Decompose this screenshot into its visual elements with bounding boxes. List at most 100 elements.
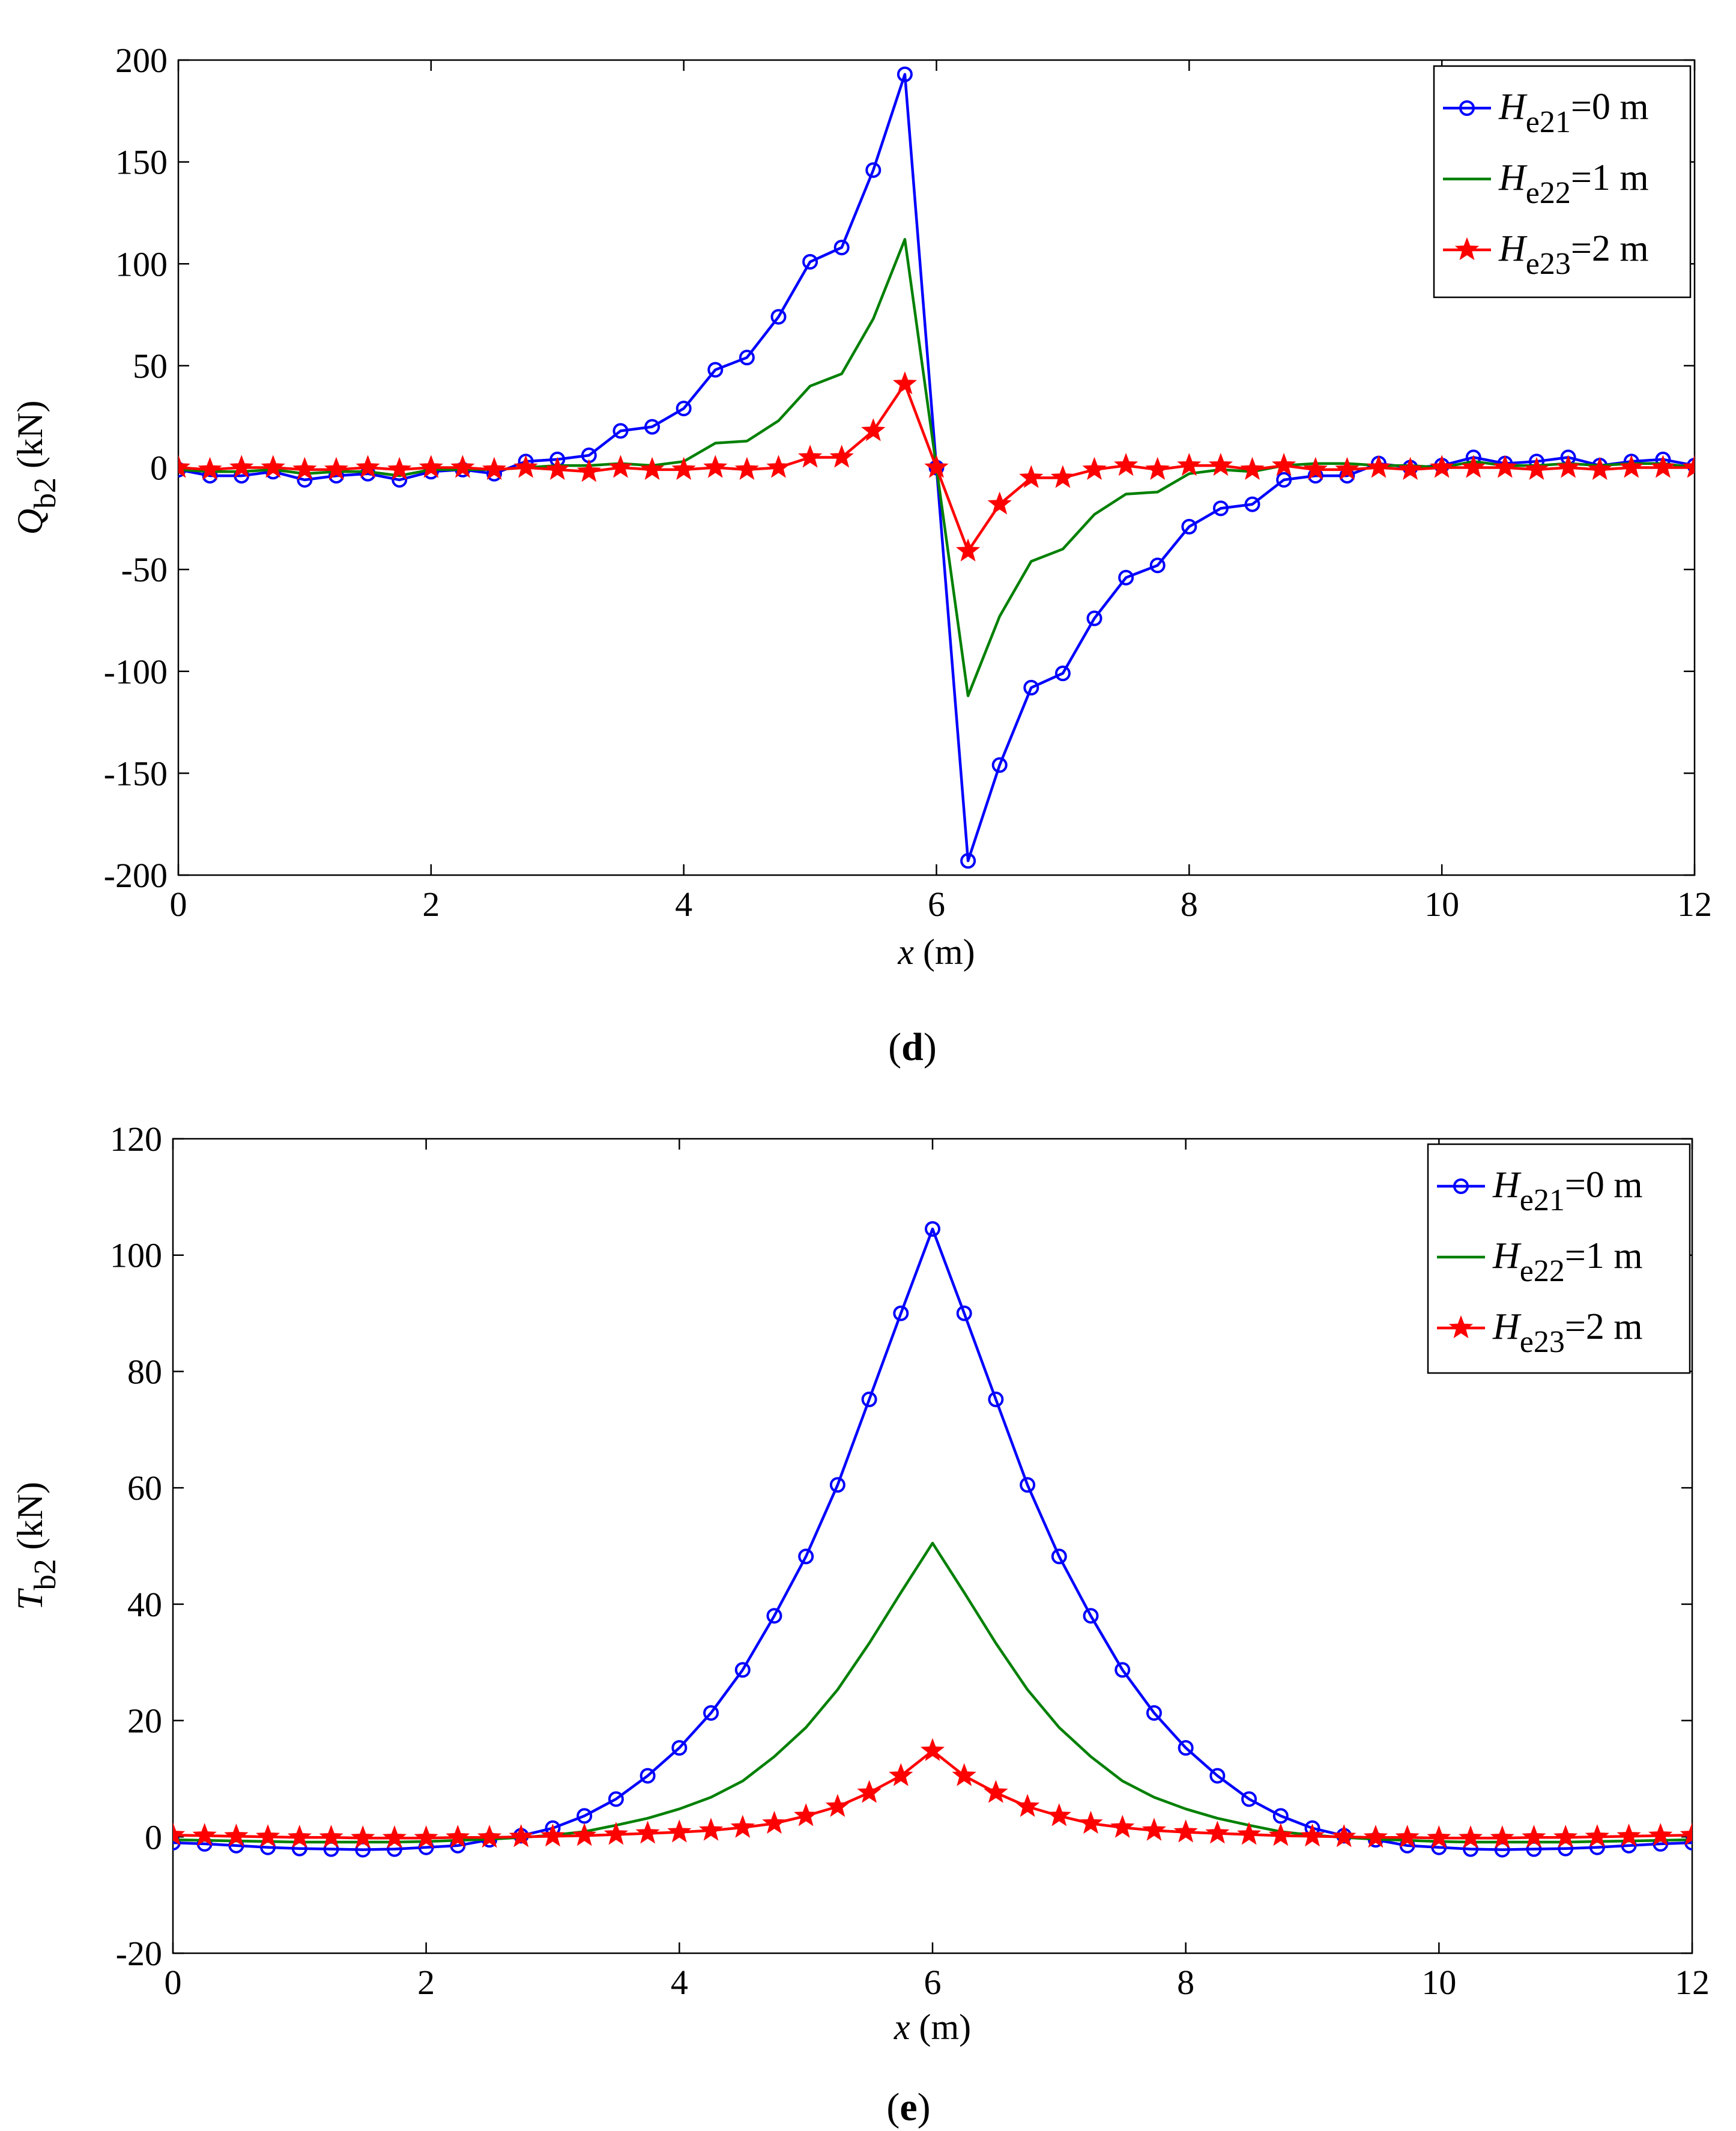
data-point-e21: [1244, 496, 1260, 512]
series-e21: [173, 1221, 1692, 1858]
panel-label-open: (: [888, 1025, 901, 1069]
legend-marker-e21: [1453, 1178, 1469, 1194]
legend-box: [1433, 65, 1692, 299]
data-point-e23: [178, 455, 191, 478]
data-point-e23: [292, 456, 317, 480]
series-e23: [178, 371, 1695, 562]
x-tick-label: 4: [671, 1963, 688, 2002]
data-point-e23: [1619, 455, 1644, 478]
data-point-e23: [955, 538, 981, 562]
data-point-e23: [1680, 1822, 1692, 1846]
data-point-e23: [1493, 455, 1517, 478]
data-point-e21: [703, 1705, 719, 1721]
data-point-e21: [1209, 1768, 1226, 1784]
data-point-e23: [1272, 452, 1296, 476]
data-point-e23: [1617, 1823, 1641, 1847]
data-point-e23: [1082, 456, 1107, 480]
data-point-e21: [861, 1391, 877, 1407]
y-tick-label: 100: [110, 1236, 162, 1275]
plot-area: [173, 1221, 1692, 1858]
data-point-e23: [1300, 1823, 1325, 1847]
data-point-e23: [1490, 1825, 1514, 1849]
data-point-e21: [739, 350, 755, 366]
data-point-e23: [1588, 456, 1612, 480]
legend-rest: =0 m: [1571, 86, 1649, 127]
x-tick-label: 8: [1181, 885, 1198, 924]
data-point-e23: [889, 1763, 913, 1786]
data-point-e23: [261, 455, 285, 478]
data-point-e23: [952, 1763, 976, 1786]
data-point-e21: [766, 1608, 782, 1624]
y-tick-label: 80: [127, 1352, 162, 1391]
data-point-e23: [1556, 455, 1580, 478]
data-point-e21: [925, 1221, 940, 1237]
data-point-e23: [1268, 1823, 1293, 1846]
y-tick-label: 40: [127, 1585, 162, 1624]
data-point-e23: [545, 456, 570, 480]
data-point-e23: [1303, 456, 1328, 480]
data-point-e23: [1522, 1825, 1546, 1848]
data-point-e23: [1366, 455, 1391, 478]
data-point-e23: [829, 444, 854, 468]
legend-entry-e23: He23=2 m: [1492, 1306, 1643, 1359]
data-point-e23: [1208, 452, 1233, 476]
data-point-e21: [956, 1305, 972, 1321]
data-point-e23: [1553, 1825, 1578, 1848]
data-point-e21: [676, 401, 692, 417]
data-point-e23: [1332, 1824, 1356, 1848]
data-point-e23: [477, 1825, 502, 1848]
panel-label: (d): [888, 1025, 937, 1069]
data-point-e23: [698, 1817, 724, 1841]
y-axis-title: Tb2 (kN): [10, 1482, 62, 1610]
y-axis-sub: b2: [28, 1559, 62, 1590]
x-tick-label: 2: [417, 1963, 435, 2002]
data-point-e23: [1142, 1817, 1167, 1841]
data-point-e23: [446, 1825, 470, 1848]
legend-entry-e22: He22=1 m: [1492, 1235, 1643, 1288]
data-point-e21: [829, 1477, 845, 1493]
data-point-e23: [1430, 455, 1454, 478]
data-point-e23: [1177, 452, 1202, 476]
x-axis-unit: (m): [914, 932, 975, 972]
y-tick-label: -20: [116, 1934, 162, 1973]
legend-sub: e23: [1520, 1325, 1565, 1359]
data-point-e23: [173, 1822, 186, 1846]
data-point-e23: [1524, 456, 1549, 480]
y-axis-unit: (kN): [10, 1482, 50, 1559]
data-point-e21: [576, 1808, 593, 1824]
x-tick-label: 6: [924, 1963, 942, 2002]
legend-var: H: [1492, 1306, 1522, 1347]
x-axis-unit: (m): [910, 2007, 972, 2047]
data-point-e23: [229, 455, 254, 478]
data-point-e23: [892, 371, 918, 395]
data-point-e23: [382, 1825, 407, 1849]
data-point-e23: [797, 444, 823, 468]
data-point-e23: [1145, 456, 1170, 480]
data-point-e23: [256, 1824, 280, 1848]
data-point-e21: [1086, 610, 1102, 626]
data-point-e23: [1078, 1810, 1103, 1834]
data-point-e23: [762, 1810, 787, 1834]
data-point-e21: [1054, 665, 1071, 682]
data-point-e23: [513, 455, 538, 478]
data-point-e23: [509, 1824, 533, 1848]
data-point-e21: [644, 419, 661, 435]
y-axis-var: T: [10, 1588, 50, 1610]
data-point-e23: [734, 456, 759, 480]
data-point-e21: [798, 1548, 814, 1565]
y-tick-label: 120: [110, 1120, 162, 1159]
data-point-e21: [988, 1391, 1004, 1407]
data-point-e23: [984, 1780, 1008, 1803]
legend-rest: =1 m: [1565, 1235, 1643, 1276]
chart-panel-d: 0 2 4 6 8 10 12 -200 -150 -100 -50 0 50 100 150 200 He21…: [10, 41, 1712, 1069]
y-tick-label: 100: [115, 244, 168, 283]
legend-rest: =2 m: [1565, 1306, 1643, 1347]
x-tick-label: 12: [1677, 885, 1712, 924]
data-point-e23: [1651, 455, 1675, 478]
panel-label-letter: e: [900, 2085, 917, 2129]
panel-label-close: ): [918, 2085, 931, 2129]
